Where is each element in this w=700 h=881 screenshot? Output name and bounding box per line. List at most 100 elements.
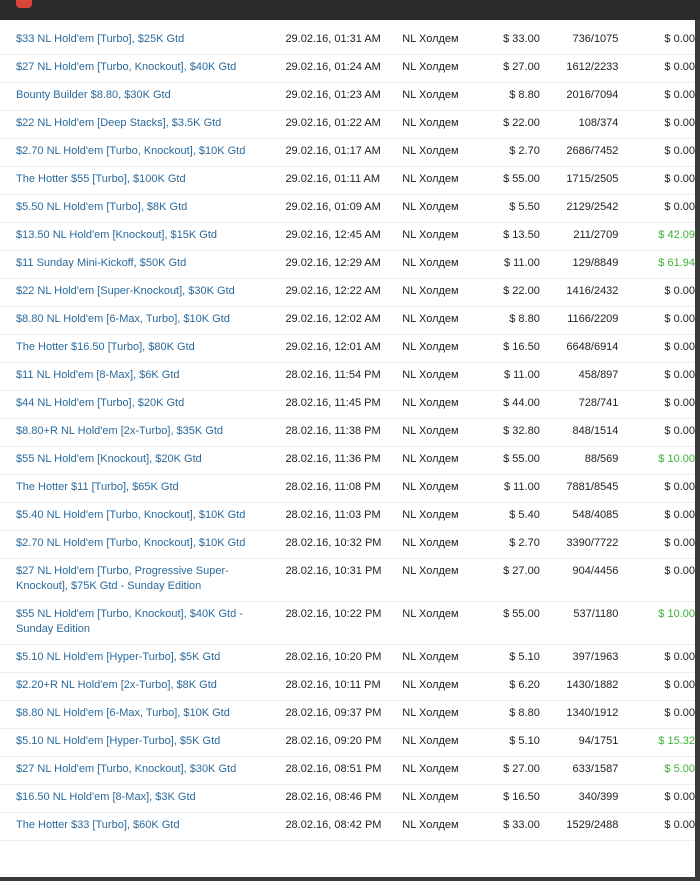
buyin-cell: $ 11.00 — [486, 362, 540, 391]
date-cell: 29.02.16, 01:23 AM — [285, 82, 403, 111]
top-bar — [0, 0, 700, 20]
tournament-link[interactable]: $2.20+R NL Hold'em [2x-Turbo], $8K Gtd — [0, 672, 286, 701]
game-cell: NL Холдем — [402, 166, 487, 195]
tournament-row: Bounty Builder $8.80, $30K Gtd 29.02.16, … — [0, 82, 695, 111]
tournament-link[interactable]: $5.50 NL Hold'em [Turbo], $8K Gtd — [0, 194, 286, 223]
date-cell: 28.02.16, 11:54 PM — [285, 362, 403, 391]
date-cell: 29.02.16, 01:17 AM — [285, 138, 403, 167]
tournament-link[interactable]: $8.80 NL Hold'em [6-Max, Turbo], $10K Gt… — [0, 700, 286, 729]
date-cell: 28.02.16, 08:42 PM — [285, 812, 403, 841]
game-cell: NL Холдем — [402, 728, 487, 757]
tournament-link[interactable]: The Hotter $55 [Turbo], $100K Gtd — [0, 166, 286, 195]
buyin-cell: $ 11.00 — [486, 250, 540, 279]
buyin-cell: $ 5.10 — [486, 644, 540, 673]
entries-cell: 88/569 — [539, 446, 619, 475]
tournament-row: $33 NL Hold'em [Turbo], $25K Gtd 29.02.16… — [0, 27, 695, 55]
tournament-row: $22 NL Hold'em [Deep Stacks], $3.5K Gtd 2… — [0, 110, 695, 139]
tournament-link[interactable]: $16.50 NL Hold'em [8-Max], $3K Gtd — [0, 784, 286, 813]
tournament-link[interactable]: The Hotter $11 [Turbo], $65K Gtd — [0, 474, 286, 503]
tournament-row: $22 NL Hold'em [Super-Knockout], $30K Gt… — [0, 278, 695, 307]
logo — [16, 0, 32, 8]
tournament-link[interactable]: $8.80 NL Hold'em [6-Max, Turbo], $10K Gt… — [0, 306, 286, 335]
tournament-row: $8.80 NL Hold'em [6-Max, Turbo], $10K Gt… — [0, 306, 695, 335]
buyin-cell: $ 5.40 — [486, 502, 540, 531]
buyin-cell: $ 16.50 — [486, 784, 540, 813]
tournament-row: $13.50 NL Hold'em [Knockout], $15K Gtd 29… — [0, 222, 695, 251]
scrollbar — [695, 20, 700, 881]
entries-cell: 2686/7452 — [539, 138, 619, 167]
buyin-cell: $ 16.50 — [486, 334, 540, 363]
tournament-link[interactable]: $55 NL Hold'em [Knockout], $20K Gtd — [0, 446, 286, 475]
tournament-link[interactable]: Bounty Builder $8.80, $30K Gtd — [0, 82, 286, 111]
entries-cell: 94/1751 — [539, 728, 619, 757]
date-cell: 29.02.16, 01:09 AM — [285, 194, 403, 223]
date-cell: 29.02.16, 12:45 AM — [285, 222, 403, 251]
entries-cell: 1715/2505 — [539, 166, 619, 195]
tournament-link[interactable]: $2.70 NL Hold'em [Turbo, Knockout], $10K… — [0, 530, 286, 559]
tournament-link[interactable]: $55 NL Hold'em [Turbo, Knockout], $40K G… — [0, 601, 286, 645]
tournament-link[interactable]: $22 NL Hold'em [Deep Stacks], $3.5K Gtd — [0, 110, 286, 139]
tournament-row: $5.40 NL Hold'em [Turbo, Knockout], $10K… — [0, 502, 695, 531]
entries-cell: 340/399 — [539, 784, 619, 813]
tournament-row: The Hotter $55 [Turbo], $100K Gtd 29.02.1… — [0, 166, 695, 195]
prize-cell: $ 0.00 — [618, 784, 695, 813]
tournament-link[interactable]: $27 NL Hold'em [Turbo, Knockout], $40K G… — [0, 54, 286, 83]
buyin-cell: $ 55.00 — [486, 166, 540, 195]
tournament-link[interactable]: $5.10 NL Hold'em [Hyper-Turbo], $5K Gtd — [0, 644, 286, 673]
game-cell: NL Холдем — [402, 812, 487, 841]
game-cell: NL Холдем — [402, 601, 487, 645]
tournament-link[interactable]: The Hotter $33 [Turbo], $60K Gtd — [0, 812, 286, 841]
prize-cell: $ 0.00 — [618, 166, 695, 195]
date-cell: 28.02.16, 08:46 PM — [285, 784, 403, 813]
game-cell: NL Холдем — [402, 278, 487, 307]
tournament-row: $27 NL Hold'em [Turbo, Knockout], $40K G… — [0, 54, 695, 83]
prize-cell: $ 0.00 — [618, 700, 695, 729]
date-cell: 29.02.16, 01:22 AM — [285, 110, 403, 139]
buyin-cell: $ 27.00 — [486, 54, 540, 83]
tournament-link[interactable]: $13.50 NL Hold'em [Knockout], $15K Gtd — [0, 222, 286, 251]
tournament-link[interactable]: $44 NL Hold'em [Turbo], $20K Gtd — [0, 390, 286, 419]
tournament-link[interactable]: $5.10 NL Hold'em [Hyper-Turbo], $5K Gtd — [0, 728, 286, 757]
tournament-row: The Hotter $11 [Turbo], $65K Gtd 28.02.16… — [0, 474, 695, 503]
entries-cell: 2016/7094 — [539, 82, 619, 111]
game-cell: NL Холдем — [402, 82, 487, 111]
tournament-link[interactable]: $8.80+R NL Hold'em [2x-Turbo], $35K Gtd — [0, 418, 286, 447]
prize-cell: $ 0.00 — [618, 306, 695, 335]
entries-cell: 1430/1882 — [539, 672, 619, 701]
game-cell: NL Холдем — [402, 110, 487, 139]
tournament-link[interactable]: $11 Sunday Mini-Kickoff, $50K Gtd — [0, 250, 286, 279]
date-cell: 29.02.16, 12:22 AM — [285, 278, 403, 307]
tournament-table: $33 NL Hold'em [Turbo], $25K Gtd 29.02.16… — [0, 27, 695, 841]
tournament-link[interactable]: The Hotter $16.50 [Turbo], $80K Gtd — [0, 334, 286, 363]
tournament-link[interactable]: $33 NL Hold'em [Turbo], $25K Gtd — [0, 27, 286, 55]
tournament-link[interactable]: $27 NL Hold'em [Turbo, Progressive Super… — [0, 558, 286, 602]
prize-cell: $ 0.00 — [618, 558, 695, 602]
prize-cell: $ 0.00 — [618, 644, 695, 673]
entries-cell: 129/8849 — [539, 250, 619, 279]
prize-cell: $ 0.00 — [618, 27, 695, 55]
entries-cell: 537/1180 — [539, 601, 619, 645]
date-cell: 28.02.16, 11:38 PM — [285, 418, 403, 447]
date-cell: 28.02.16, 11:45 PM — [285, 390, 403, 419]
date-cell: 28.02.16, 11:36 PM — [285, 446, 403, 475]
date-cell: 28.02.16, 09:20 PM — [285, 728, 403, 757]
buyin-cell: $ 5.50 — [486, 194, 540, 223]
tournament-link[interactable]: $2.70 NL Hold'em [Turbo, Knockout], $10K… — [0, 138, 286, 167]
date-cell: 28.02.16, 10:32 PM — [285, 530, 403, 559]
game-cell: NL Холдем — [402, 530, 487, 559]
buyin-cell: $ 32.80 — [486, 418, 540, 447]
tournament-link[interactable]: $22 NL Hold'em [Super-Knockout], $30K Gt… — [0, 278, 286, 307]
prize-cell: $ 0.00 — [618, 334, 695, 363]
date-cell: 29.02.16, 01:11 AM — [285, 166, 403, 195]
game-cell: NL Холдем — [402, 502, 487, 531]
tournament-link[interactable]: $27 NL Hold'em [Turbo, Knockout], $30K G… — [0, 756, 286, 785]
game-cell: NL Холдем — [402, 362, 487, 391]
prize-cell: $ 0.00 — [618, 530, 695, 559]
prize-cell: $ 0.00 — [618, 278, 695, 307]
game-cell: NL Холдем — [402, 334, 487, 363]
prize-cell: $ 0.00 — [618, 390, 695, 419]
tournament-link[interactable]: $11 NL Hold'em [8-Max], $6K Gtd — [0, 362, 286, 391]
tournament-link[interactable]: $5.40 NL Hold'em [Turbo, Knockout], $10K… — [0, 502, 286, 531]
date-cell: 29.02.16, 12:29 AM — [285, 250, 403, 279]
